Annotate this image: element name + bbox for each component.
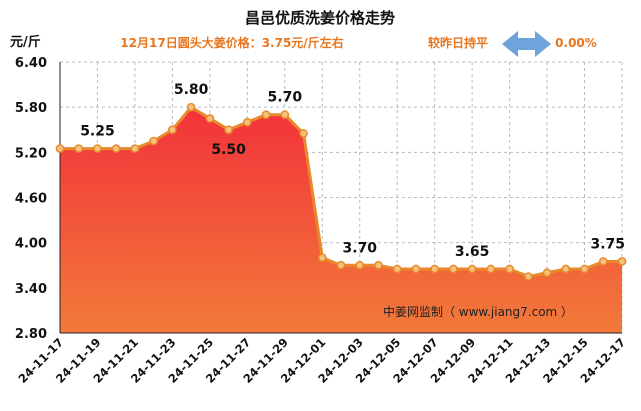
data-point: [242, 117, 252, 127]
y-axis-unit: 元/斤: [10, 34, 41, 50]
y-tick-label: 4.00: [15, 237, 47, 252]
data-point: [523, 272, 533, 281]
data-label: 5.80: [174, 82, 209, 98]
series-markers: [55, 102, 627, 281]
axes: [59, 62, 622, 334]
price-subtitle: 12月17日圆头大姜价格：3.75元/斤左右: [120, 35, 343, 50]
data-point: [580, 264, 589, 274]
data-point: [168, 125, 177, 135]
y-tick-label: 4.60: [15, 192, 47, 207]
data-label: 3.65: [455, 244, 490, 260]
area-fill: [60, 107, 622, 334]
data-point: [317, 253, 327, 263]
y-tick-label: 2.80: [15, 327, 47, 342]
data-point: [392, 264, 402, 274]
data-point: [280, 110, 290, 120]
data-point: [467, 264, 477, 274]
data-point: [598, 257, 608, 266]
change-value: 0.00%: [555, 36, 597, 50]
data-point: [93, 144, 102, 153]
change-label: 较昨日持平: [428, 35, 488, 50]
data-label: 5.70: [268, 90, 303, 106]
data-point: [486, 264, 496, 274]
data-label: 3.70: [342, 240, 377, 256]
y-tick-label: 3.40: [15, 282, 47, 297]
data-point: [74, 144, 84, 153]
data-point: [224, 125, 233, 135]
data-point: [261, 110, 271, 120]
y-tick-label: 5.20: [15, 146, 47, 161]
area-path: [60, 107, 622, 334]
y-tick-label: 6.40: [15, 56, 47, 71]
data-label: 5.25: [80, 124, 115, 140]
data-label: 3.75: [590, 236, 625, 252]
data-point: [205, 114, 215, 123]
data-point: [130, 144, 140, 153]
data-point: [55, 144, 65, 153]
data-point: [542, 268, 552, 278]
data-point: [355, 260, 365, 270]
y-axis-ticks: 6.40 5.80 5.20 4.60 4.00 3.40 2.80: [15, 56, 47, 342]
data-point: [411, 264, 421, 274]
data-point: [111, 144, 121, 153]
x-axis-ticks: 24-11-1724-11-1924-11-2124-11-2324-11-25…: [16, 335, 629, 386]
chart-title: 昌邑优质洗姜价格走势: [245, 9, 395, 27]
data-point: [299, 129, 308, 138]
data-point: [617, 257, 627, 266]
data-point: [449, 264, 458, 274]
data-point: [186, 102, 196, 112]
watermark: 中姜网监制（ www.jiang7.com ）: [383, 304, 573, 319]
data-labels: 5.25 5.80 5.50 5.70 3.70 3.65 3.75: [80, 82, 625, 260]
data-point: [561, 264, 571, 274]
double-arrow-icon: [502, 31, 551, 57]
data-label: 5.50: [211, 142, 246, 158]
data-point: [149, 136, 159, 146]
y-tick-label: 5.80: [15, 101, 47, 116]
data-point: [505, 264, 514, 274]
data-point: [336, 260, 346, 270]
data-point: [430, 264, 440, 274]
data-point: [374, 260, 383, 270]
